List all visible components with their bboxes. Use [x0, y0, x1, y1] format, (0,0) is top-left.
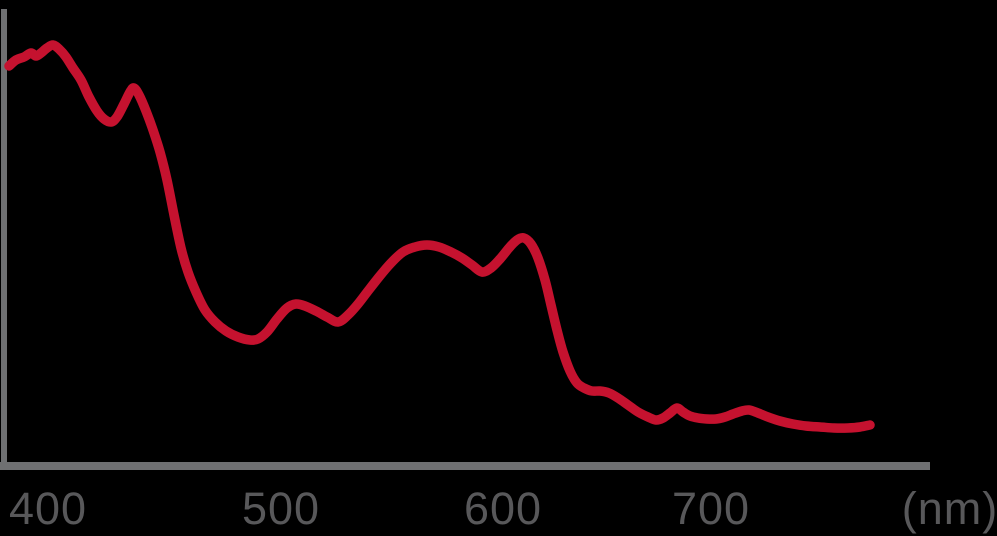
x-tick-label-400: 400: [8, 483, 88, 534]
x-tick-label-700: 700: [671, 483, 751, 534]
spectrum-curve: [4, 40, 875, 433]
x-axis-unit-label: (nm): [901, 483, 997, 534]
x-tick-label-500: 500: [241, 483, 321, 534]
x-tick-label-600: 600: [463, 483, 543, 534]
